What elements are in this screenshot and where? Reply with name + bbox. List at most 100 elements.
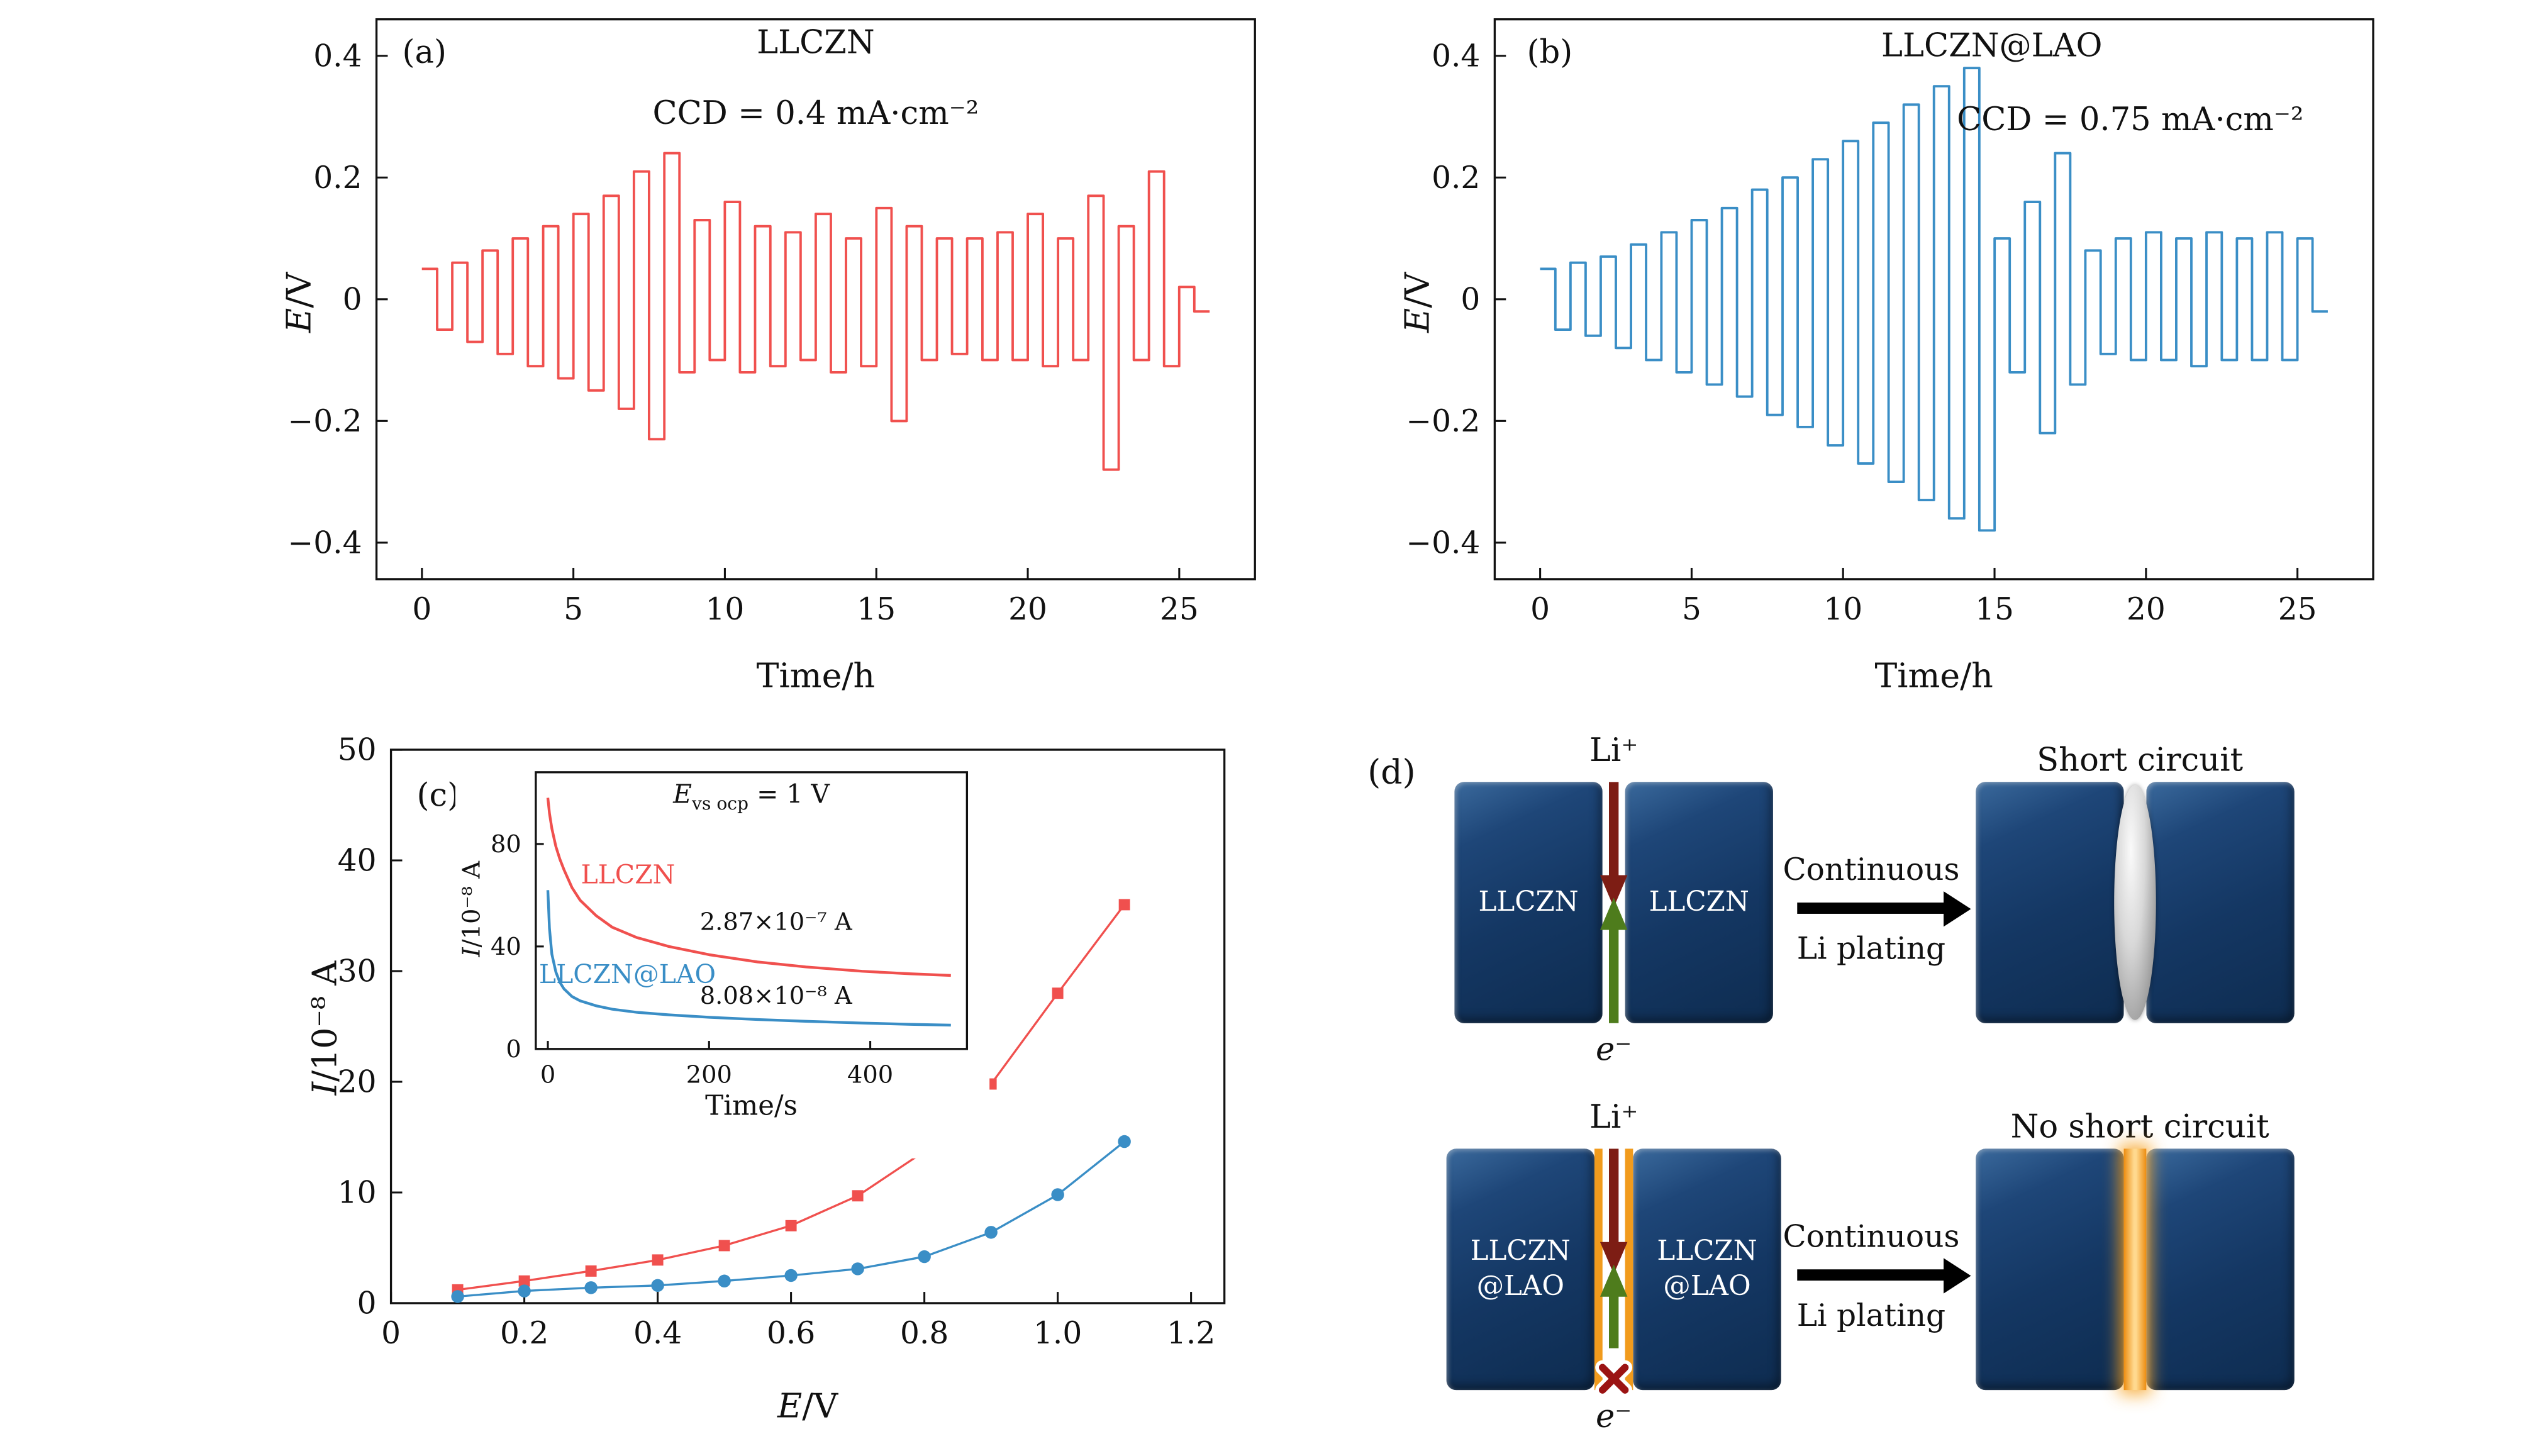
ylabel-rest: /V [280, 272, 319, 308]
electron-text: e⁻ [1596, 1030, 1632, 1069]
panel-b-tag: (b) [1527, 32, 1573, 71]
plot-c-inset: 0 200 400 0 40 80 [491, 771, 969, 1089]
svg-text:−0.2: −0.2 [1406, 404, 1480, 439]
block-label-line2: @LAO [1663, 1270, 1751, 1303]
li-ion-label: Li⁺ [1589, 730, 1639, 769]
lao-protected-gap [2123, 1148, 2147, 1391]
li-ion-arrow-icon [1600, 1148, 1628, 1274]
electron-label: e⁻ [1533, 1030, 1694, 1068]
panel-c-inset-chart: 0 200 400 0 40 80 Evs ocp = 1 V LLCZN LLCZN@L… [455, 759, 990, 1159]
li-plating-process: Continuous Li plating [1765, 853, 1978, 967]
panel-a-title: LLCZN [757, 22, 875, 62]
svg-text:0: 0 [357, 1286, 377, 1321]
llczn-lao-symmetric-cell: LLCZN @LAO LLCZN @LAO [1446, 1148, 1781, 1398]
no-short-circuit-title: No short circuit [2010, 1106, 2269, 1146]
svg-text:0.6: 0.6 [767, 1316, 815, 1351]
shorted-cell [1976, 782, 2295, 1023]
llczn-lao-electrode-right: LLCZN @LAO [1633, 1148, 1781, 1391]
li-interface-gap [1600, 782, 1628, 1023]
ylabel-var: E [1398, 308, 1437, 333]
svg-text:0.4: 0.4 [1432, 38, 1480, 74]
li-plating-process: Continuous Li plating [1765, 1220, 1978, 1334]
panel-a-chart: 0 5 10 15 20 25 0.4 0.2 0 −0.2 −0.4 (a) LLCZN CCD … [242, 0, 1284, 727]
right-arrow-icon [1797, 1257, 1971, 1293]
plot-c: 0 0.2 0.4 0.6 0.8 1.0 1.2 0 10 20 30 40 50 [338, 733, 1226, 1351]
note-var: E [673, 779, 693, 809]
ylabel-var: E [280, 308, 319, 333]
ion-electron-arrows [1600, 782, 1628, 1023]
svg-text:40: 40 [491, 933, 521, 961]
llczn-lao-electrode-left: LLCZN @LAO [1446, 1148, 1594, 1391]
llczn-electrode-left: LLCZN [1454, 782, 1603, 1023]
svg-text:0: 0 [1461, 282, 1480, 317]
svg-text:0.4: 0.4 [633, 1316, 682, 1351]
panel-a-ylabel: E/V [280, 257, 318, 347]
ion-electron-arrows [1600, 1148, 1628, 1348]
panel-d-schematic: (d) Li⁺ Short circuit LLCZN LLCZN Contin… [1352, 727, 2526, 1456]
svg-text:400: 400 [847, 1061, 893, 1089]
svg-text:200: 200 [686, 1061, 732, 1089]
svg-text:0.2: 0.2 [1432, 160, 1480, 196]
li-dendrite-short-icon [2114, 785, 2156, 1020]
li-ion-arrow-icon [1600, 782, 1628, 908]
panel-c-chart: 0 0.2 0.4 0.6 0.8 1.0 1.2 0 10 20 30 40 50 (c) E/V I… [249, 727, 1295, 1456]
inset-xlabel: Time/s [536, 1091, 967, 1123]
svg-text:5: 5 [1682, 592, 1701, 627]
svg-text:0.2: 0.2 [313, 160, 362, 196]
svg-text:50: 50 [338, 733, 377, 768]
note-sub: vs ocp [692, 793, 749, 814]
electrode-left [1976, 782, 2124, 1023]
ylabel-var: I [306, 1082, 345, 1096]
xlabel-text: Time/h [1874, 656, 1993, 696]
lao-coated-gap [1594, 1148, 1633, 1398]
ylabel-rest: /10⁻⁸ A [457, 861, 486, 948]
svg-text:10: 10 [706, 592, 745, 627]
svg-text:0: 0 [381, 1316, 401, 1351]
inset-current-annotation-llczn: 2.87×10⁻⁷ A [699, 907, 852, 936]
svg-text:−0.4: −0.4 [1406, 525, 1480, 560]
inset-ylabel: I/10⁻⁸ A [457, 813, 486, 1006]
block-label-line1: LLCZN [1470, 1235, 1571, 1268]
panel-a-xlabel: Time/h [377, 657, 1255, 695]
panel-b-ylabel: E/V [1398, 257, 1437, 347]
xlabel-var: E [777, 1386, 803, 1426]
svg-text:20: 20 [2127, 592, 2166, 627]
svg-text:0.4: 0.4 [313, 38, 362, 74]
svg-text:20: 20 [338, 1065, 377, 1100]
electron-arrow-icon [1600, 1264, 1628, 1348]
svg-text:30: 30 [338, 954, 377, 989]
li-ion-label: Li⁺ [1589, 1097, 1639, 1136]
svg-text:0: 0 [506, 1035, 521, 1064]
xlabel-rest: /V [802, 1386, 838, 1426]
blocked-icon [1595, 1360, 1633, 1398]
note-rest: = 1 V [748, 779, 830, 809]
electrode-right [2146, 1148, 2295, 1391]
ylabel-rest: /V [1398, 272, 1437, 308]
dendrite-gap [2114, 782, 2156, 1023]
svg-text:15: 15 [1975, 592, 2014, 627]
ylabel-var: I [457, 947, 486, 957]
electrode-right [2146, 782, 2295, 1023]
process-label-bottom: Li plating [1796, 1298, 1946, 1334]
svg-text:40: 40 [338, 843, 377, 879]
panel-d-tag: (d) [1367, 753, 1416, 792]
process-label-top: Continuous [1783, 852, 1960, 889]
right-arrow-icon [1797, 890, 1971, 926]
llczn-electrode-right: LLCZN [1625, 782, 1773, 1023]
electrode-left [1976, 1148, 2124, 1391]
svg-text:0.2: 0.2 [500, 1316, 548, 1351]
svg-text:1.2: 1.2 [1167, 1316, 1215, 1351]
xlabel-text: Time/h [756, 656, 876, 696]
electron-arrow-icon [1600, 897, 1628, 1023]
svg-text:0: 0 [412, 592, 431, 627]
panel-a-tag: (a) [402, 32, 447, 71]
panel-b-title: LLCZN@LAO [1881, 25, 2103, 65]
process-label-bottom: Li plating [1796, 931, 1946, 967]
xlabel-text: Time/s [705, 1091, 798, 1123]
inset-series-label-llczn: LLCZN [581, 859, 676, 890]
svg-text:−0.2: −0.2 [288, 404, 362, 439]
inset-series-label-llczn-lao: LLCZN@LAO [538, 959, 716, 990]
panel-a-ccd-label: CCD = 0.4 mA·cm⁻² [652, 93, 979, 132]
svg-text:10: 10 [338, 1175, 377, 1211]
